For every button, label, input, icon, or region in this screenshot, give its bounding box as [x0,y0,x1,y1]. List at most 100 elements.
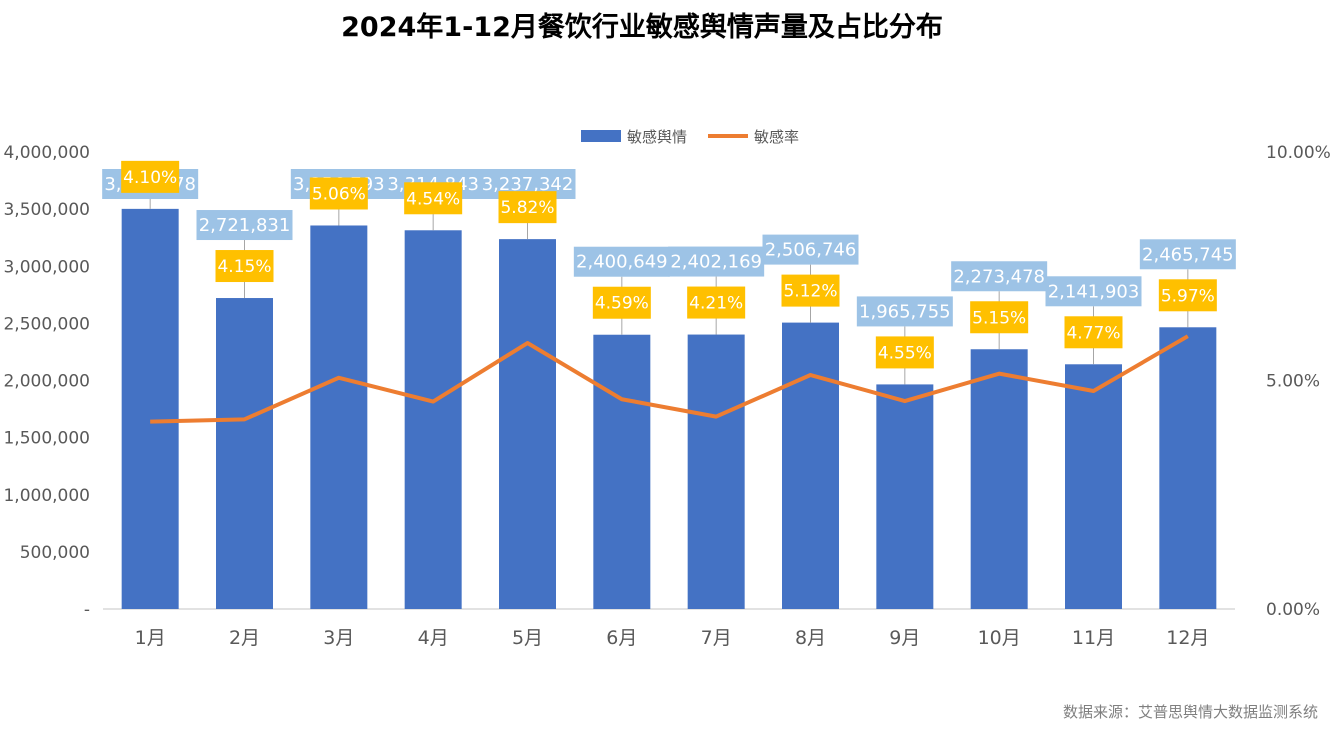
rate-label-text: 5.12% [783,282,837,302]
bar-label-text: 2,721,831 [199,215,291,236]
rate-label-box [970,301,1029,334]
rate-label-box [875,336,934,369]
x-tick-label: 7月 [701,627,732,649]
bar-label-text: 2,506,746 [765,240,857,261]
bar [782,322,839,609]
rate-data-label: 4.54% [404,182,463,215]
x-tick-label: 5月 [512,627,543,649]
rate-label-text: 5.06% [312,184,366,204]
x-tick-label: 1月 [135,627,166,649]
y-tick-label: 2,000,000 [3,372,90,392]
rate-label-box [215,250,274,283]
rate-label-text: 5.97% [1161,286,1215,306]
chart-title: 2024年1-12月餐饮行业敏感舆情声量及占比分布 [341,11,943,43]
bar-label-text: 2,141,903 [1048,281,1140,302]
rate-label-text: 4.77% [1066,323,1120,343]
bar-label-box [668,246,765,277]
bar [593,334,651,609]
rate-label-text: 4.54% [406,189,460,209]
rate-label-text: 4.55% [878,343,932,363]
y-axis-left: - 500,000 1,000,000 1,500,000 2,000,000 2,500… [3,143,90,620]
rate-label-text: 5.82% [500,198,554,218]
rate-data-label: 5.12% [781,274,840,307]
bar-data-label: 2,273,478 [951,261,1048,292]
bar [687,334,745,609]
bar-data-label: 2,465,745 [1139,239,1236,270]
bar-label-box [196,210,293,241]
legend-bar-swatch [581,130,621,142]
x-tick-label: 9月 [889,627,920,649]
rate-data-label: 5.06% [309,177,368,210]
bar-data-label: 2,506,746 [762,234,859,265]
x-tick-label: 6月 [606,627,637,649]
bar-label-text: 2,402,169 [670,252,762,273]
bar-label-text: 2,273,478 [953,266,1045,287]
rate-label-text: 4.15% [217,257,271,277]
bar-series [121,208,1217,610]
rate-label-box [121,160,180,193]
rate-label-box [592,286,651,319]
rate-line-series [150,334,1189,424]
bar [876,384,934,609]
bar-label-box [856,296,953,327]
rate-data-label: 4.15% [215,250,274,283]
rate-data-label: 4.21% [687,286,746,319]
rate-label-text: 4.21% [689,294,743,314]
rate-line [150,334,1189,424]
y-tick-label: 3,500,000 [3,200,90,220]
y-tick-label: 1,000,000 [3,486,90,506]
x-tick-label: 2月 [229,627,260,649]
bar-data-label: 2,721,831 [196,210,293,241]
bar-label-text: 2,465,745 [1142,244,1234,265]
bar [970,349,1028,609]
bar [404,230,462,610]
y2-tick-label: 10.00% [1266,143,1331,163]
rate-label-box [1064,316,1123,349]
y-tick-label: 3,000,000 [3,257,90,277]
rate-data-label: 5.82% [498,191,557,224]
rate-data-label: 4.55% [875,336,934,369]
bar-label-box [1045,276,1142,307]
bar [499,239,556,610]
bar-data-label: 2,141,903 [1045,276,1142,307]
x-axis: 1月 2月 3月 4月 5月 6月 7月 8月 9月 10月 11月 12月 [135,627,1210,649]
rate-label-box [687,286,746,319]
rate-label-box [1158,279,1217,312]
legend-bar-label: 敏感舆情 [627,128,687,146]
bar [121,208,179,609]
rate-data-label: 4.10% [121,160,180,193]
rate-label-box [309,177,368,210]
bar-data-label: 1,965,755 [856,296,953,327]
bar-label-box [762,234,859,265]
y2-tick-label: 0.00% [1266,600,1320,620]
source-note: 数据来源：艾普思舆情大数据监测系统 [1063,703,1318,721]
bar-data-label: 3,237,342 [479,169,576,199]
rate-data-labels: 4.10% 4.15% 5.06% 4.54% 5.82% 4.59% 4.21% 5.12%… [121,160,1217,369]
rate-label-box [498,191,557,224]
rate-label-text: 4.59% [595,294,649,314]
bar-label-text: 1,965,755 [859,301,951,322]
y-tick-label: 1,500,000 [3,429,90,449]
y-axis-right: 0.00% 5.00% 10.00% [1266,143,1331,620]
bar-label-box [1139,239,1236,270]
y2-tick-label: 5.00% [1266,372,1320,392]
bar [1159,327,1217,609]
rate-data-label: 4.59% [592,286,651,319]
legend-line-label: 敏感率 [754,128,799,146]
y-tick-label: 4,000,000 [3,143,90,163]
rate-label-box [781,274,840,307]
y-tick-label: 2,500,000 [3,314,90,334]
bar-data-label: 2,402,169 [668,246,765,277]
bar-label-text: 3,237,342 [482,174,574,195]
rate-data-label: 4.77% [1064,316,1123,349]
bar [1065,364,1122,609]
label-leader-lines [149,199,1189,385]
x-tick-label: 11月 [1072,627,1115,649]
x-tick-label: 12月 [1166,627,1209,649]
bar [216,298,273,609]
x-tick-label: 4月 [418,627,449,649]
rate-data-label: 5.15% [970,301,1029,334]
bar-data-label: 2,400,649 [573,246,670,277]
bar-data-labels: 3,502,2782,721,8313,356,7933,314,8433,23… [102,169,1236,327]
rate-label-text: 5.15% [972,308,1026,328]
